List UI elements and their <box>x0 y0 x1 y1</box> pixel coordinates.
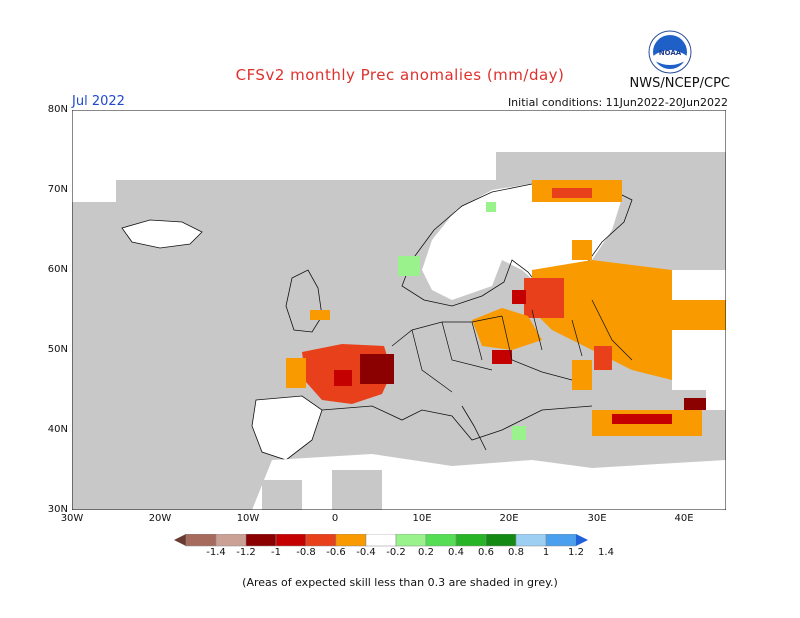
colorbar-box <box>335 534 367 547</box>
lat-label-30n: 30N <box>47 504 68 515</box>
colorbar-label: -0.2 <box>386 547 406 558</box>
colorbar-label: 0.2 <box>418 547 434 558</box>
colorbar-label: -0.6 <box>326 547 346 558</box>
colorbar-label: 1.4 <box>598 547 614 558</box>
lon-label-0: 0 <box>331 513 339 524</box>
colorbar-box <box>275 534 307 547</box>
lat-label-80n: 80N <box>47 104 68 115</box>
chart-title: CFSv2 monthly Prec anomalies (mm/day) <box>235 66 565 84</box>
colorbar-label: -0.8 <box>296 547 316 558</box>
colorbar-box <box>545 534 577 547</box>
colorbar-box <box>455 534 487 547</box>
colorbar-label: -1.2 <box>236 547 256 558</box>
lon-label-20e: 20E <box>499 513 519 524</box>
colorbar-label: -0.4 <box>356 547 376 558</box>
skill-footnote: (Areas of expected skill less than 0.3 a… <box>242 576 558 589</box>
lat-label-40n: 40N <box>47 424 68 435</box>
colorbar-label: -1.4 <box>206 547 226 558</box>
colorbar-end-low <box>174 534 186 546</box>
colorbar <box>174 534 588 547</box>
colorbar-box <box>215 534 247 547</box>
colorbar-box <box>305 534 337 547</box>
colorbar-label: 0.8 <box>508 547 524 558</box>
colorbar-label: 1.2 <box>568 547 584 558</box>
agency-label: NWS/NCEP/CPC <box>629 76 730 91</box>
colorbar-end-high <box>576 534 588 546</box>
colorbar-box <box>185 534 217 547</box>
colorbar-label: 0.4 <box>448 547 464 558</box>
colorbar-box <box>485 534 517 547</box>
east-europe-dry <box>532 260 712 380</box>
colorbar-label: -1 <box>271 547 281 558</box>
lon-label-30e: 30E <box>587 513 607 524</box>
lon-label-10e: 10E <box>412 513 432 524</box>
colorbar-box <box>365 534 397 547</box>
iceland-shape <box>121 219 203 249</box>
iberia <box>251 395 323 461</box>
svg-text:NOAA: NOAA <box>659 49 682 57</box>
lat-label-60n: 60N <box>47 264 68 275</box>
lon-label-30w: 30W <box>60 513 84 524</box>
lon-label-20w: 20W <box>148 513 172 524</box>
colorbar-label: 0.6 <box>478 547 494 558</box>
lat-label-50n: 50N <box>47 344 68 355</box>
europe-anomaly-map <box>72 110 726 510</box>
colorbar-box <box>425 534 457 547</box>
colorbar-box <box>245 534 277 547</box>
forecast-month: Jul 2022 <box>72 94 125 109</box>
initial-conditions: Initial conditions: 11Jun2022-20Jun2022 <box>507 96 728 109</box>
colorbar-box <box>395 534 427 547</box>
colorbar-box <box>515 534 547 547</box>
lon-label-40e: 40E <box>674 513 694 524</box>
lat-label-70n: 70N <box>47 184 68 195</box>
noaa-logo: NOAA <box>648 30 692 74</box>
colorbar-label: 1 <box>542 547 550 558</box>
lon-label-10w: 10W <box>236 513 260 524</box>
